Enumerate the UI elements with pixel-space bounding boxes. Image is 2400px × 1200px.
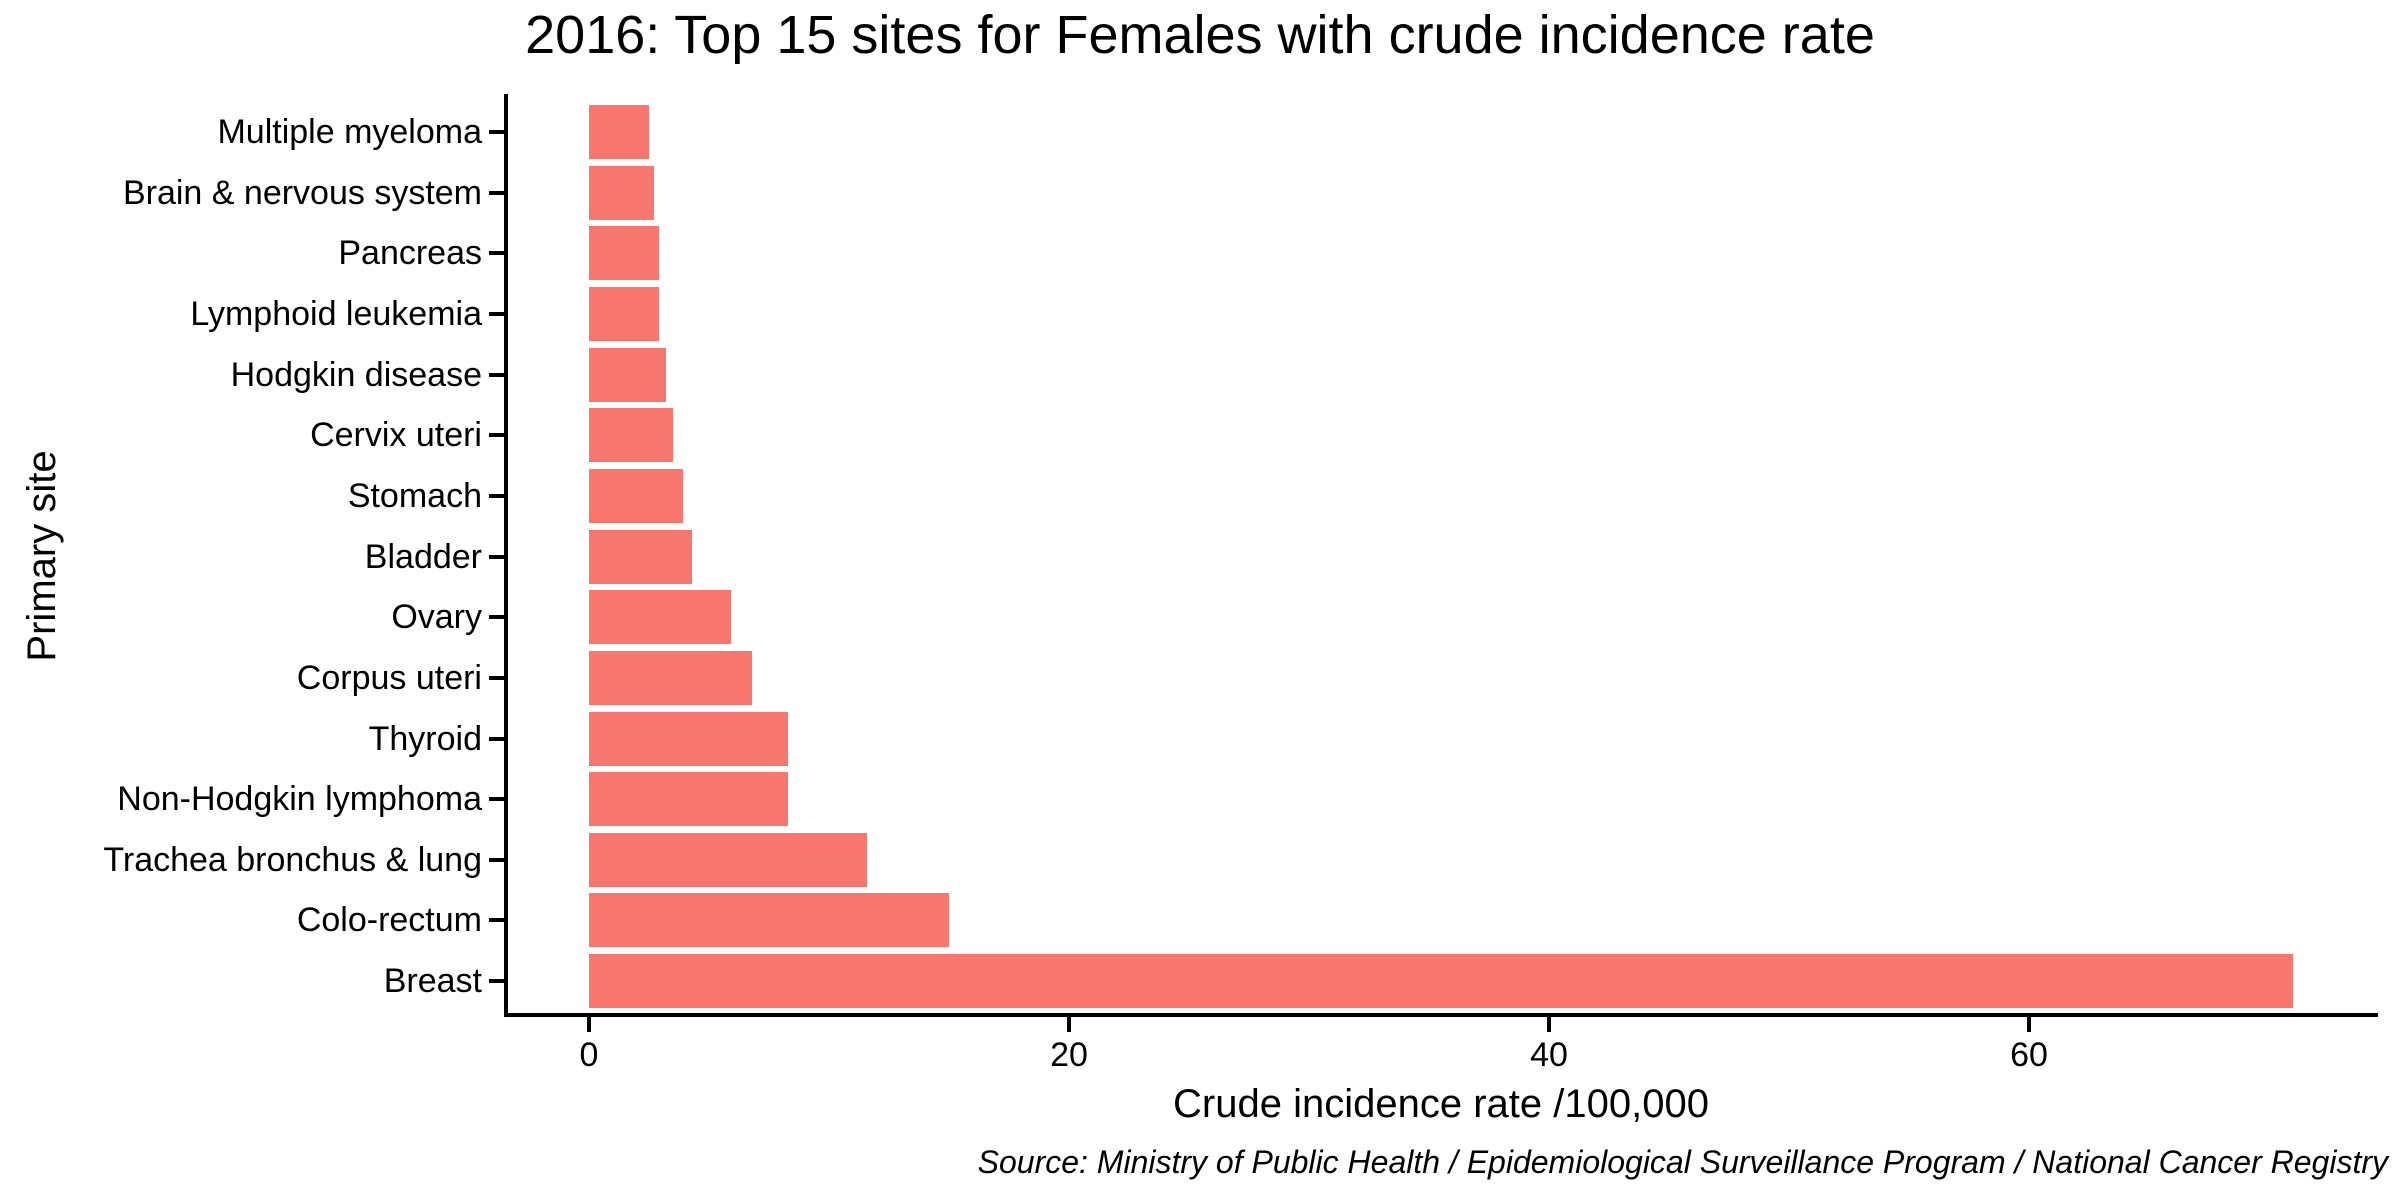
chart-title: 2016: Top 15 sites for Females with crud… [525, 5, 1875, 65]
y-tick-label: Ovary [391, 598, 482, 636]
bar [589, 408, 673, 462]
x-axis-line [504, 1013, 2378, 1017]
y-tick-label: Stomach [347, 477, 482, 515]
y-axis-line [504, 94, 508, 1017]
y-axis-tick [489, 555, 504, 559]
bar [589, 893, 949, 947]
bar [589, 348, 666, 402]
x-tick-label: 0 [579, 1036, 599, 1074]
bar [589, 166, 654, 220]
bar [589, 226, 659, 280]
y-tick-label: Multiple myeloma [217, 113, 482, 151]
y-tick-label: Colo-rectum [296, 901, 482, 939]
x-tick-label: 60 [2010, 1036, 2048, 1074]
y-axis-tick [489, 676, 504, 680]
x-axis-title: Crude incidence rate /100,000 [1173, 1082, 1709, 1126]
y-axis-tick [489, 918, 504, 922]
bar [589, 287, 659, 341]
y-tick-label: Thyroid [368, 720, 482, 758]
y-axis-tick [489, 251, 504, 255]
bar [589, 954, 2293, 1008]
bar [589, 590, 731, 644]
y-axis-tick [489, 858, 504, 862]
y-axis-tick [489, 312, 504, 316]
bar [589, 530, 692, 584]
y-axis-tick [489, 737, 504, 741]
y-tick-label: Brain & nervous system [122, 174, 482, 212]
y-axis-tick [489, 433, 504, 437]
x-tick-label: 20 [1050, 1036, 1088, 1074]
bar [589, 712, 788, 766]
bar [589, 651, 752, 705]
y-axis-tick [489, 130, 504, 134]
bar [589, 772, 788, 826]
y-axis-tick [489, 615, 504, 619]
bar [589, 105, 649, 159]
y-tick-label: Hodgkin disease [230, 356, 482, 394]
y-axis-tick [489, 494, 504, 498]
x-axis-tick [587, 1017, 591, 1032]
y-tick-label: Non-Hodgkin lymphoma [117, 780, 482, 818]
x-axis-tick [1547, 1017, 1551, 1032]
bar [589, 833, 867, 887]
x-tick-label: 40 [1530, 1036, 1568, 1074]
source-note: Source: Ministry of Public Health / Epid… [977, 1144, 2388, 1180]
y-tick-label: Trachea bronchus & lung [103, 841, 482, 879]
y-axis-tick [489, 373, 504, 377]
x-axis-tick [2027, 1017, 2031, 1032]
y-tick-label: Pancreas [338, 234, 482, 272]
y-tick-label: Bladder [364, 538, 482, 576]
bar [589, 469, 683, 523]
y-tick-label: Lymphoid leukemia [190, 295, 482, 333]
x-axis-tick [1067, 1017, 1071, 1032]
y-tick-label: Cervix uteri [310, 416, 482, 454]
y-tick-label: Corpus uteri [296, 659, 482, 697]
y-axis-tick [489, 979, 504, 983]
y-axis-tick [489, 191, 504, 195]
y-tick-label: Breast [383, 962, 482, 1000]
y-axis-tick [489, 797, 504, 801]
